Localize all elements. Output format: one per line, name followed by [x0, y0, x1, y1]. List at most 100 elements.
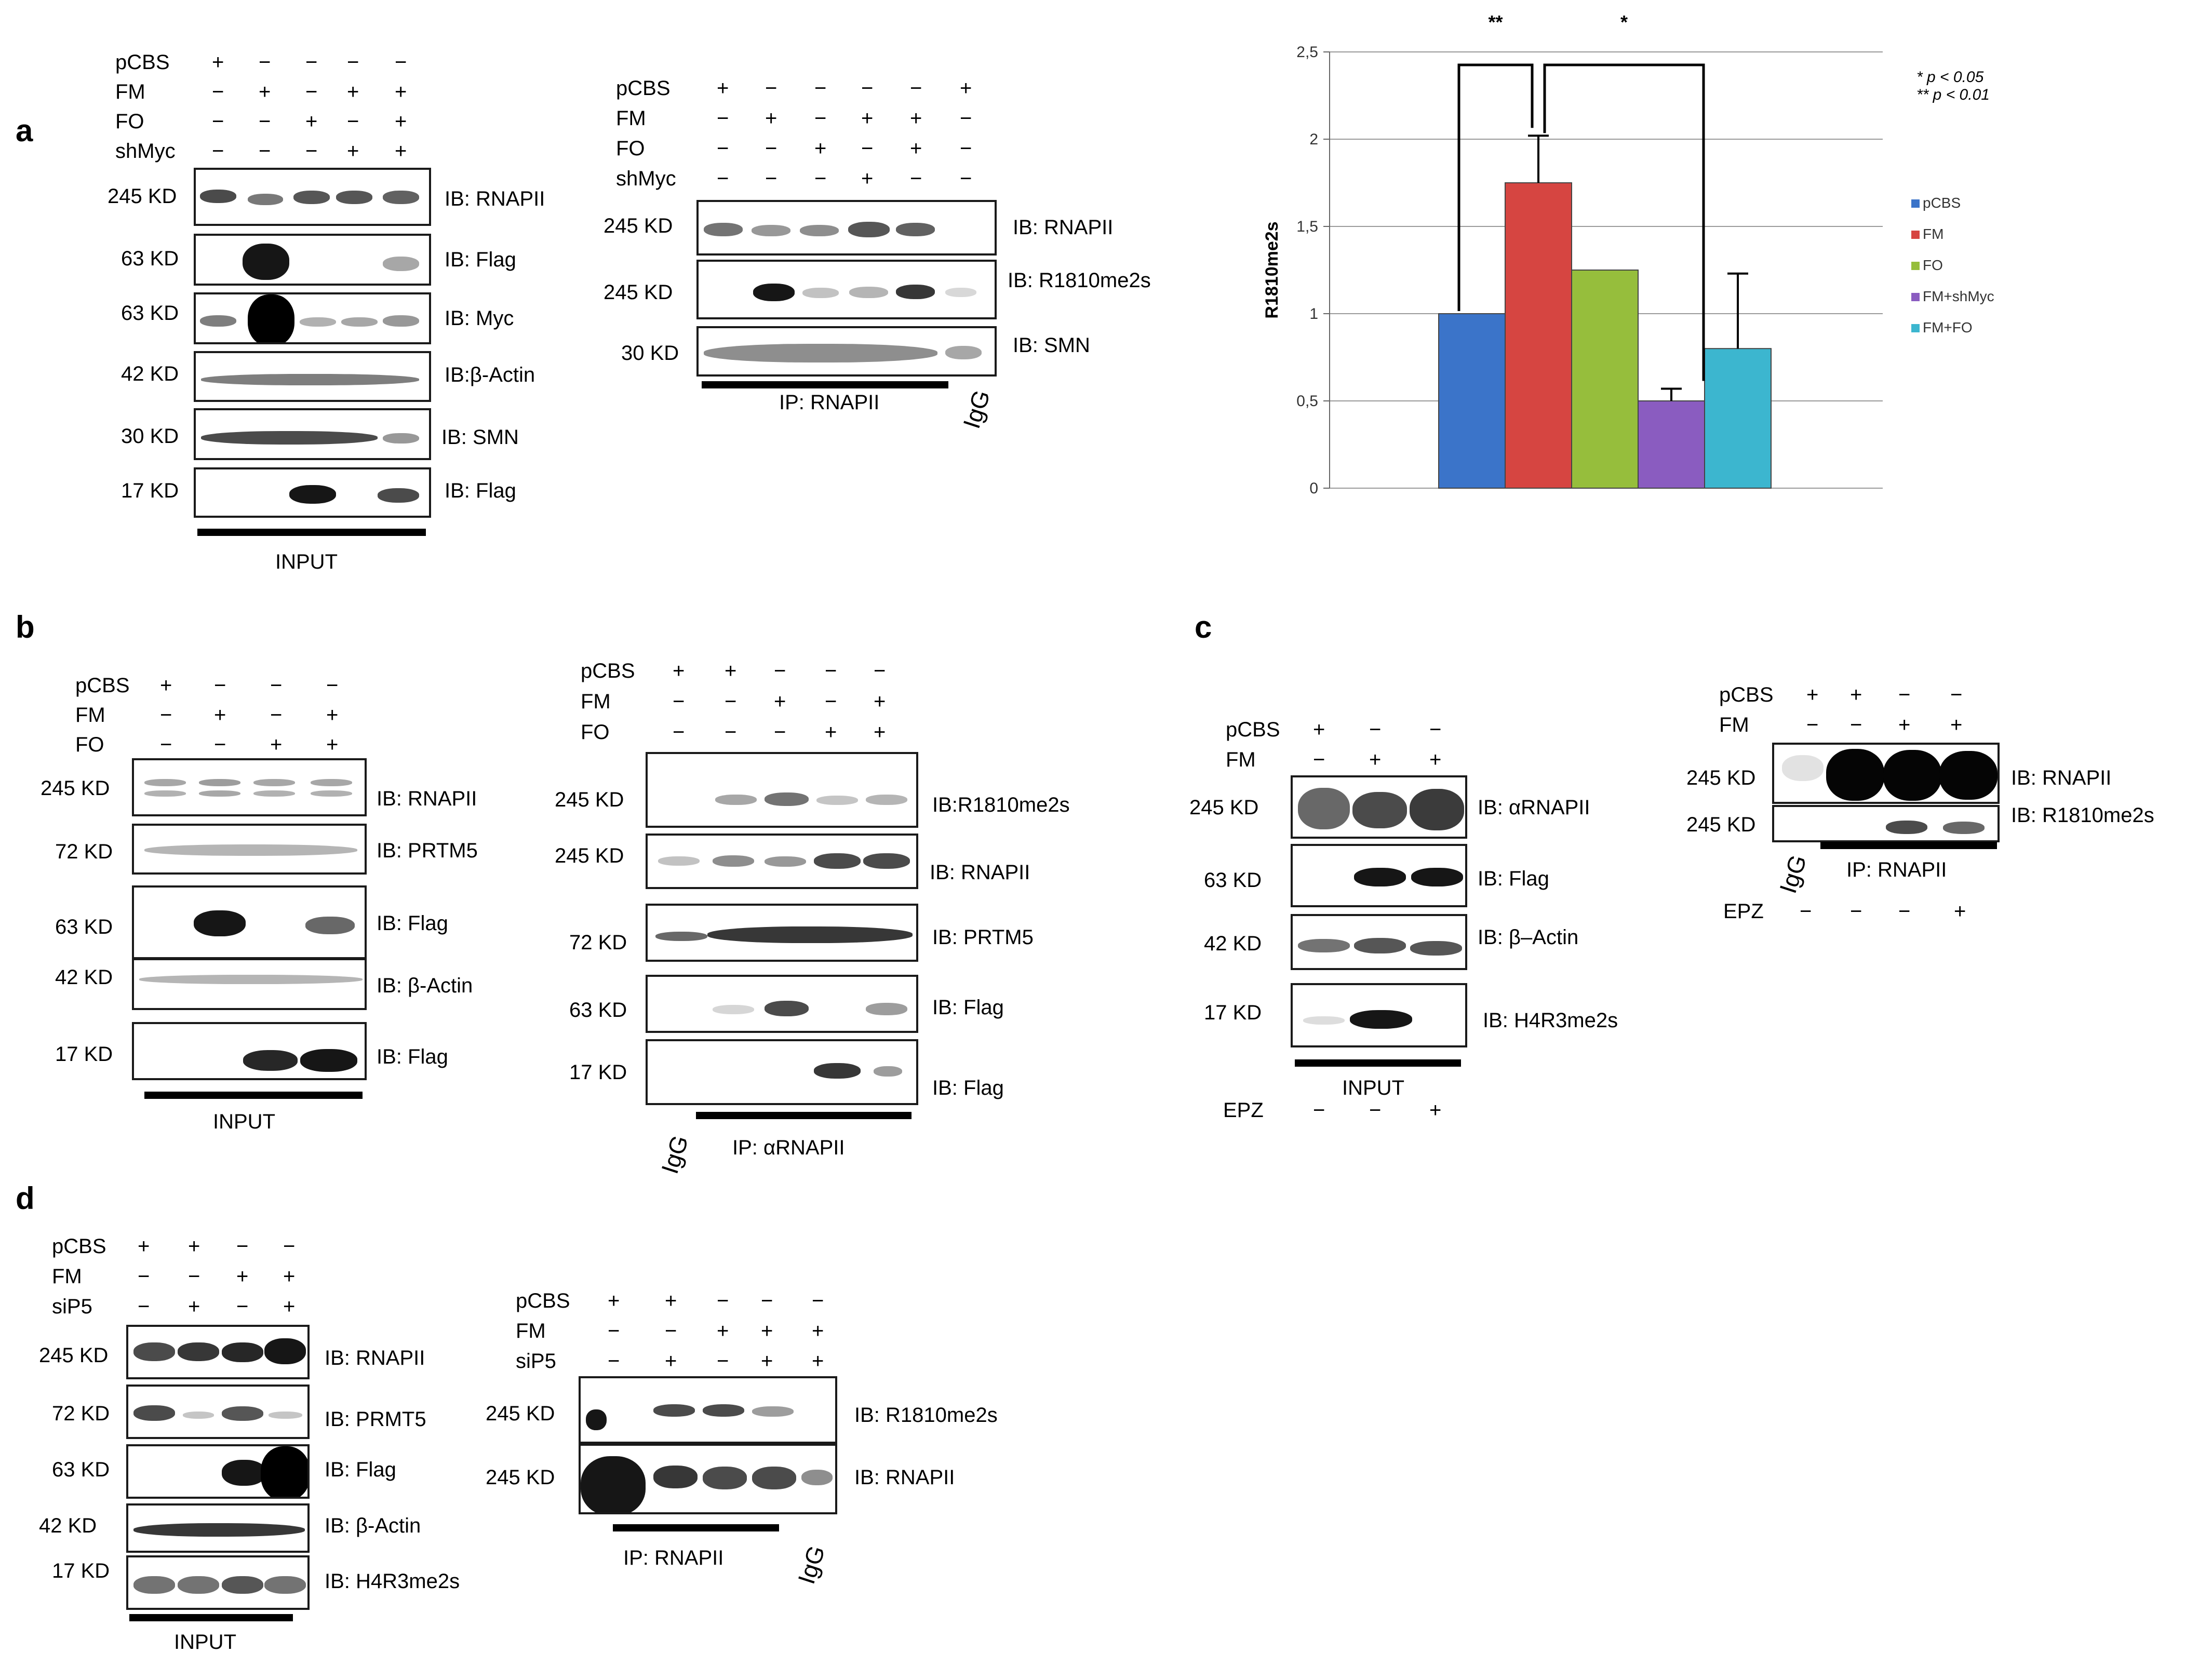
- kd-label: 63 KD: [569, 999, 627, 1022]
- sign: −: [160, 704, 172, 727]
- ib-label: IB: RNAPII: [854, 1466, 955, 1489]
- condition-label: EPZ: [1723, 900, 1764, 923]
- condition-label: FM: [1226, 748, 1256, 771]
- sign: +: [259, 80, 271, 103]
- blot: [194, 351, 431, 402]
- sign: −: [812, 1289, 824, 1312]
- ib-label: IB: RNAPII: [325, 1347, 425, 1369]
- sign: −: [305, 140, 318, 163]
- blot: [194, 292, 431, 344]
- sign: +: [774, 690, 786, 713]
- sign: +: [212, 51, 224, 74]
- blot: [194, 168, 431, 226]
- kd-label: 30 KD: [121, 425, 179, 448]
- legend-swatch: [1911, 262, 1920, 270]
- bar: [1571, 270, 1639, 489]
- kd-label: 17 KD: [1204, 1001, 1262, 1024]
- sign: +: [765, 107, 778, 130]
- sign: +: [1313, 718, 1325, 741]
- ib-label: IB: SMN: [441, 426, 519, 449]
- kd-label: 245 KD: [604, 281, 673, 304]
- sign: −: [347, 110, 359, 133]
- condition-label: pCBS: [1719, 683, 1774, 706]
- sign: −: [283, 1235, 296, 1258]
- condition-label: FM: [75, 704, 105, 727]
- condition-label: shMyc: [115, 140, 176, 163]
- sign: +: [1950, 714, 1963, 736]
- sign: +: [214, 704, 226, 727]
- bar: [1704, 348, 1772, 489]
- blot: [579, 1444, 837, 1514]
- kd-label: 17 KD: [55, 1043, 113, 1066]
- sign: +: [812, 1320, 824, 1342]
- kd-label: 63 KD: [55, 916, 113, 938]
- sign: −: [910, 167, 922, 190]
- sign: +: [347, 80, 359, 103]
- condition-label: pCBS: [581, 660, 635, 682]
- condition-label: pCBS: [75, 674, 130, 697]
- kd-label: 245 KD: [1686, 767, 1756, 789]
- kd-label: 245 KD: [39, 1344, 109, 1367]
- blot: [126, 1503, 310, 1553]
- caption: IP: RNAPII: [1846, 858, 1947, 881]
- condition-label: FO: [75, 733, 104, 756]
- sign: +: [665, 1350, 677, 1373]
- sign: −: [214, 733, 226, 756]
- sign: −: [774, 721, 786, 744]
- ib-label: IB: Myc: [445, 307, 514, 330]
- sign: −: [665, 1320, 677, 1342]
- sign: −: [825, 660, 837, 682]
- ip-underline: [1820, 842, 1997, 849]
- condition-label: pCBS: [115, 51, 170, 74]
- sign: +: [283, 1295, 296, 1318]
- sign: +: [395, 110, 407, 133]
- y-axis-label: R1810me2s: [1262, 221, 1282, 318]
- sign: −: [814, 167, 827, 190]
- sign: −: [1898, 683, 1911, 706]
- ib-label: IB: Flag: [377, 912, 448, 935]
- blot: [126, 1385, 310, 1439]
- blot: [646, 904, 918, 962]
- sign: +: [673, 660, 685, 682]
- kd-label: 245 KD: [108, 185, 177, 208]
- sign: −: [212, 80, 224, 103]
- sign: +: [665, 1289, 677, 1312]
- igg-label: IgG: [655, 1132, 694, 1177]
- condition-label: FM: [516, 1320, 546, 1342]
- sign: +: [717, 77, 729, 100]
- kd-label: 245 KD: [604, 214, 673, 237]
- ib-label: IB: β-Actin: [325, 1514, 421, 1537]
- sign: −: [1369, 1099, 1382, 1122]
- sign: −: [825, 690, 837, 713]
- sign: +: [1429, 1099, 1442, 1122]
- sign: −: [717, 1350, 729, 1373]
- panel-label-c: c: [1195, 610, 1212, 644]
- panel-label-b: b: [16, 610, 35, 644]
- sign: −: [1898, 900, 1911, 923]
- sign: −: [212, 140, 224, 163]
- significance-label: *: [1620, 11, 1628, 33]
- bar: [1505, 182, 1572, 489]
- kd-label: 245 KD: [41, 777, 110, 800]
- kd-label: 245 KD: [486, 1402, 555, 1425]
- caption: INPUT: [1342, 1077, 1404, 1099]
- blot: [646, 752, 918, 828]
- legend-label: FM+shMyc: [1923, 288, 1994, 304]
- kd-label: 245 KD: [1686, 813, 1756, 836]
- sign: −: [608, 1320, 620, 1342]
- sign: −: [960, 137, 972, 160]
- kd-label: 42 KD: [121, 362, 179, 385]
- ib-label: IB:β-Actin: [445, 364, 535, 386]
- condition-label: FM: [115, 80, 145, 103]
- condition-label: pCBS: [1226, 718, 1280, 741]
- sign: −: [270, 674, 283, 697]
- ib-label: IB: RNAPII: [377, 787, 477, 810]
- sign: −: [717, 167, 729, 190]
- caption: IP: αRNAPII: [732, 1136, 845, 1159]
- sign: −: [1429, 718, 1442, 741]
- kd-label: 42 KD: [55, 966, 113, 989]
- kd-label: 63 KD: [52, 1458, 110, 1481]
- sign: +: [874, 721, 886, 744]
- igg-label: IgG: [1774, 851, 1812, 897]
- kd-label: 17 KD: [52, 1560, 110, 1582]
